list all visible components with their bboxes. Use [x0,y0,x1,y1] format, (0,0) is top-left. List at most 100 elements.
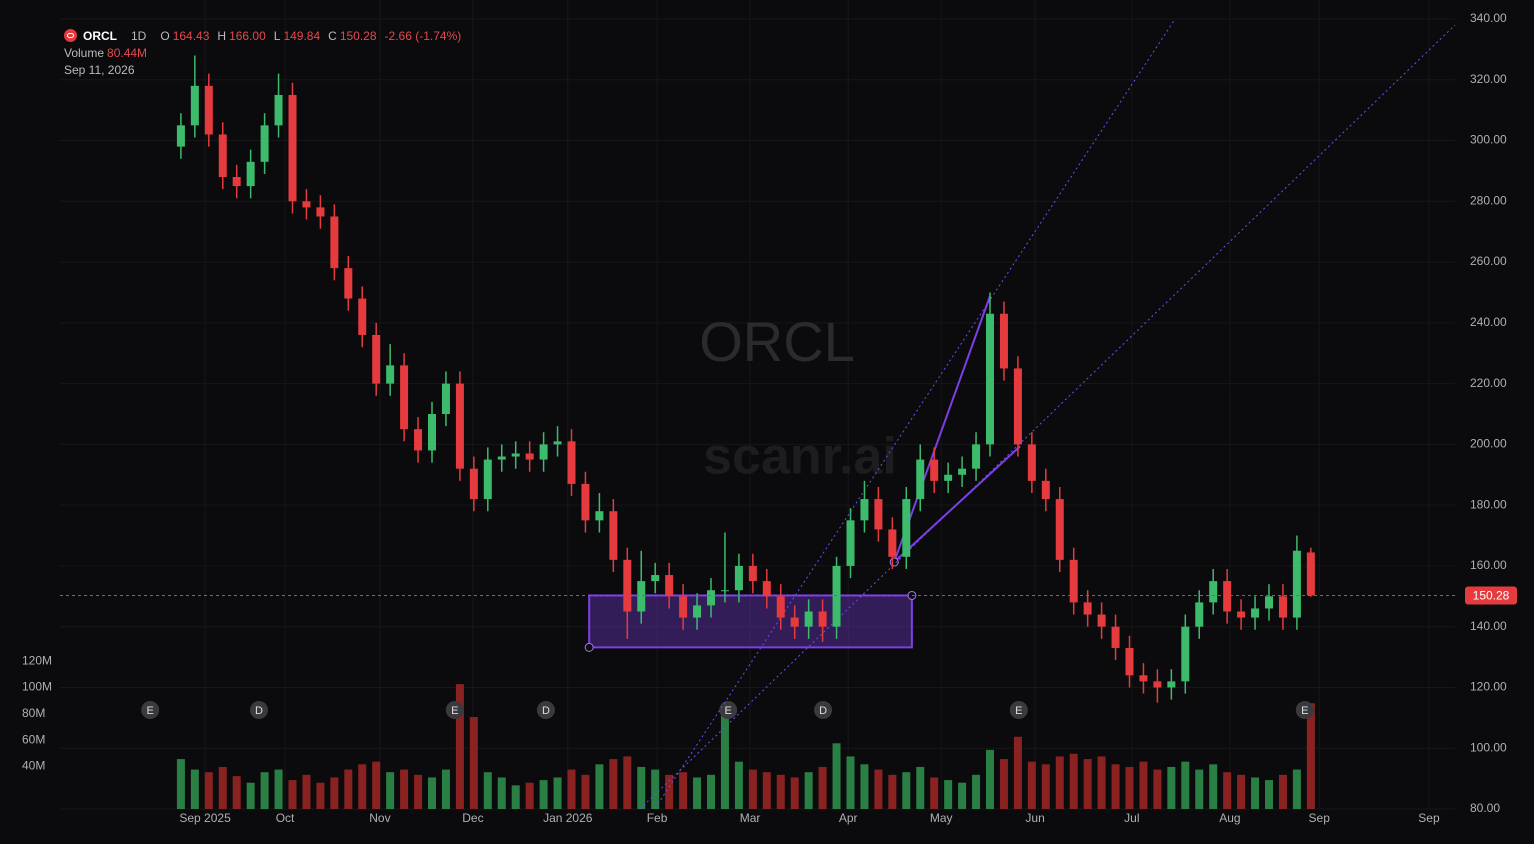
candle-body [358,298,367,335]
candle-body [316,207,325,217]
event-label: E [451,705,458,717]
volume-bar [651,769,660,809]
y-tick-label: 260.00 [1470,254,1507,268]
event-marker [445,701,464,719]
candle-body [595,511,604,521]
watermark-brand: scanr.ai [703,428,897,486]
candle-body [679,596,688,618]
volume-bar [1097,756,1106,809]
x-tick-label: Mar [740,811,761,825]
volume-bar [441,769,450,809]
drawing-ray [639,24,1456,810]
candle-body [637,581,646,612]
last-price-box [1465,586,1517,605]
candle-body [930,459,939,481]
x-tick-label: Apr [839,811,858,825]
candle-body [1055,499,1064,560]
volume-bar [176,759,185,809]
volume-bar [902,772,911,809]
candle-body [832,565,841,627]
volume-bar [623,756,632,809]
event-label: E [1301,705,1308,717]
event-label: E [147,705,154,717]
volume-bar [1167,766,1176,809]
candle-body [428,414,436,451]
candle-body [888,529,897,557]
candle-body [748,565,757,582]
x-tick-label: Nov [369,811,390,825]
x-tick-label: Sep [1309,811,1331,825]
close-label: C [328,29,337,43]
candle-body [483,459,492,500]
candle-body [1292,550,1301,618]
volume-bar [595,764,604,809]
event-marker [250,701,269,719]
volume-bar [734,761,743,809]
candle-body [441,383,450,414]
candle-body [999,313,1008,369]
volume-bar [358,764,367,809]
change: -2.66 (-1.74%) [384,29,462,43]
volume-bar [386,772,395,809]
volume-bar [958,782,967,809]
candle-body [400,365,409,430]
candle-body [176,125,185,147]
volume-bar [832,743,841,809]
volume-bar [846,756,855,809]
volume-bar [1041,764,1050,809]
date: Sep 11, 2026 [64,63,135,77]
symbol: ORCL [83,29,117,43]
volume-bar [1237,774,1246,809]
volume-bar [455,684,464,809]
volume-bar [637,766,646,809]
event-marker [1295,701,1314,719]
candle-body [1251,608,1260,618]
volume-tick-label: 80M [22,706,45,720]
volume-bar [1251,777,1260,809]
x-tick-label: Jan 2026 [543,811,593,825]
last-price-label: 150.28 [1473,589,1510,603]
candle-body [734,565,743,591]
volume-bar [916,766,925,809]
candle-body [414,429,423,451]
y-tick-label: 340.00 [1470,11,1507,25]
candle-body [972,444,981,469]
candle-body [1069,559,1078,603]
volume-tick-label: 60M [22,732,45,746]
candle-body [762,581,771,597]
y-tick-label: 320.00 [1470,72,1507,86]
candle-body [581,483,590,521]
candle-body [260,125,269,162]
volume-bar [762,772,771,809]
candle-body [665,575,674,597]
volume-bar [1181,761,1190,809]
candle-body [651,575,660,582]
x-tick-label: Oct [276,811,295,825]
volume-tick-label: 40M [22,759,45,773]
candle-body [1097,614,1106,627]
volume-bar [679,772,688,809]
candle-body [1125,647,1134,676]
event-marker [141,701,160,719]
candle-body [511,453,520,457]
drawing-ray [654,18,1176,809]
volume-bar [665,774,674,809]
volume-bar [483,772,492,809]
volume-bar [874,769,883,809]
volume-bar [274,769,283,809]
candle-body [1209,581,1218,603]
y-tick-label: 240.00 [1470,315,1507,329]
volume-bar [218,766,227,809]
volume-bar [539,780,548,809]
volume-bar [1265,780,1273,809]
volume-bar [1153,769,1162,809]
candle-body [804,611,813,627]
volume-row: Volume 80.44M [64,45,469,62]
candle-body [720,590,729,592]
event-marker [814,701,833,719]
candle-body [567,441,576,484]
volume-bar [790,777,799,809]
candle-body [232,177,241,187]
volume-bar [818,766,827,809]
